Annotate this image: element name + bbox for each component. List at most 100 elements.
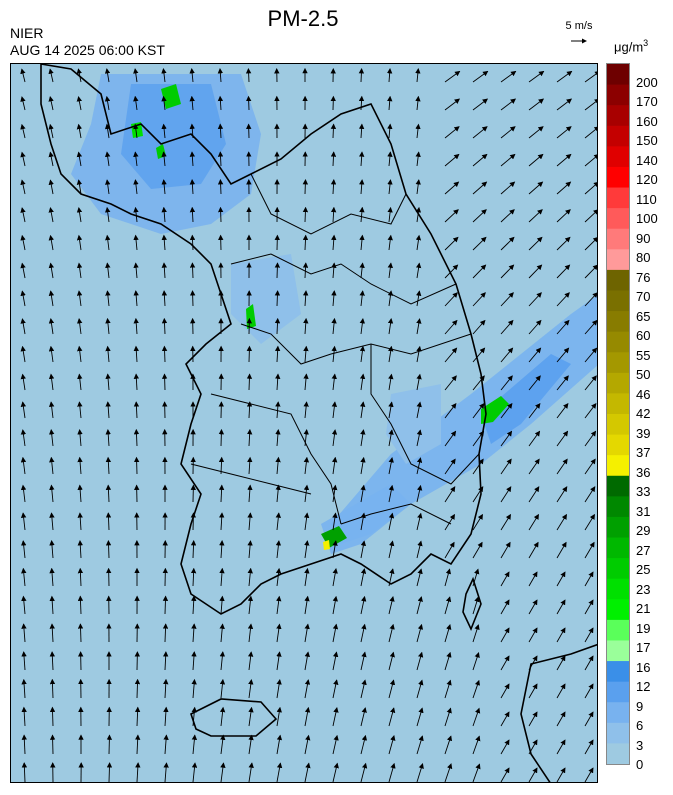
wind-arrow-icon [528,430,541,447]
wind-arrow-icon [21,567,27,587]
wind-arrow-icon [274,317,281,335]
wind-arrow-icon [444,209,459,223]
wind-arrow-icon [106,762,113,782]
wind-arrow-icon [77,595,84,615]
wind-arrow-icon [387,179,393,195]
wind-arrow-icon [444,541,455,559]
wind-arrow-icon [161,234,167,251]
wind-arrow-icon [472,70,489,83]
wind-arrow-icon [584,599,594,615]
pm25-map [10,63,598,783]
wind-arrow-icon [584,375,597,391]
wind-arrow-icon [161,123,167,139]
wind-arrow-icon [104,68,111,83]
wind-arrow-icon [48,345,55,363]
wind-arrow-icon [303,317,309,335]
wind-arrow-icon [444,347,458,363]
wind-arrow-icon [444,486,456,503]
wind-arrow-icon [388,345,394,363]
wind-arrow-icon [303,512,310,531]
wind-arrow-icon [105,179,111,195]
wind-arrow-icon [190,512,197,531]
wind-arrow-icon [133,206,139,223]
legend-label: 29 [636,523,651,539]
legend-swatch [607,105,629,127]
legend-label: 17 [636,640,651,656]
wind-arrow-icon [276,734,283,755]
legend-label: 140 [636,152,658,168]
wind-arrow-icon [556,683,566,699]
wind-arrow-icon [48,290,55,307]
wind-arrow-icon [191,734,198,755]
wind-arrow-icon [20,151,26,167]
legend-swatch [607,146,629,168]
wind-arrow-icon [472,319,486,335]
wind-arrow-icon [20,373,26,391]
wind-arrow-icon [415,95,421,111]
wind-arrow-icon [556,70,573,83]
wind-arrow-icon [556,711,566,727]
wind-arrow-icon [77,373,83,391]
wind-arrow-icon [302,179,309,195]
wind-arrow-icon [20,345,26,363]
wind-arrow-icon [331,456,338,475]
wind-arrow-icon [247,595,254,615]
legend-swatch [607,661,629,683]
wind-arrow-icon [135,762,141,782]
wind-arrow-icon [247,512,253,531]
legend-swatch [607,578,629,600]
wind-arrow-icon [162,623,169,643]
wind-arrow-icon [359,234,365,251]
legend-label: 12 [636,679,651,695]
wind-arrow-icon [444,430,457,447]
wind-arrow-icon [76,151,83,167]
wind-arrow-icon [528,571,538,587]
wind-arrow-icon [584,683,594,699]
wind-arrow-icon [133,68,139,83]
wind-arrow-icon [388,762,396,782]
wind-arrow-icon [332,540,338,559]
wind-arrow-icon [556,347,570,363]
wind-arrow-icon [556,458,568,475]
wind-arrow-icon [332,707,339,727]
wind-arrow-icon [191,678,197,699]
wind-arrow-icon [217,179,224,195]
wind-arrow-icon [472,402,485,419]
legend-label: 39 [636,425,651,441]
wind-arrow-icon [472,652,480,671]
wind-arrow-icon [133,290,139,307]
wind-arrow-icon [246,373,253,391]
wind-arrow-icon [472,679,481,699]
legend-label: 60 [636,328,651,344]
wind-arrow-icon [76,68,82,83]
wind-arrow-icon [388,735,396,755]
wind-arrow-icon [528,126,544,139]
wind-arrow-icon [304,567,310,587]
wind-arrow-icon [48,96,54,111]
wind-arrow-icon [189,68,195,83]
wind-arrow-icon [332,512,338,531]
wind-arrow-icon [360,512,366,531]
wind-arrow-icon [332,623,339,643]
wind-arrow-icon [500,541,511,559]
legend-label: 76 [636,269,651,285]
wind-arrow-icon [49,595,55,615]
wind-arrow-icon [49,678,56,699]
wind-arrow-icon [444,126,460,139]
wind-arrow-icon [275,512,282,531]
wind-arrow-icon [360,762,368,782]
wind-arrow-icon [556,153,572,167]
legend-swatch [607,558,629,580]
wind-arrow-icon [20,96,26,111]
wind-arrow-icon [444,458,456,475]
wind-arrow-icon [444,153,460,167]
wind-arrow-icon [304,762,311,782]
wind-arrow-icon [248,734,254,755]
wind-arrow-icon [472,264,487,279]
wind-arrow-icon [444,624,452,643]
wind-arrow-icon [500,513,511,531]
wind-arrow-icon [360,540,367,559]
wind-arrow-icon [276,651,282,671]
wind-arrow-icon [584,430,597,447]
wind-arrow-icon [161,206,167,223]
